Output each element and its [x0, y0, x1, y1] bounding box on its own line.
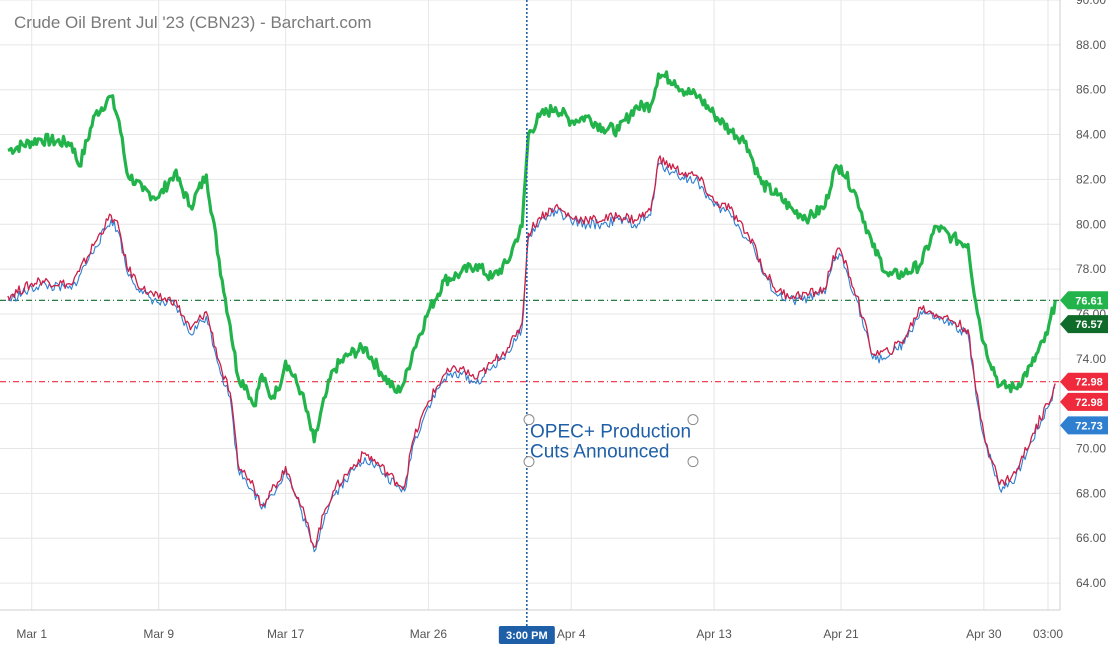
y-tick-label: 80.00: [1076, 217, 1106, 231]
price-tag-box: [1060, 416, 1108, 435]
price-tag-box: [1060, 315, 1108, 334]
x-tick-label: Apr 4: [557, 627, 586, 641]
price-tag: 72.98: [1060, 392, 1108, 411]
price-tag: 76.61: [1060, 291, 1108, 310]
y-tick-label: 90.00: [1076, 0, 1106, 7]
chart-title: Crude Oil Brent Jul '23 (CBN23) - Barcha…: [14, 13, 372, 32]
y-tick-label: 74.00: [1076, 352, 1106, 366]
price-tag: 72.98: [1060, 372, 1108, 391]
annotation-resize-handle[interactable]: [523, 414, 535, 426]
annotation-resize-handle[interactable]: [523, 456, 535, 468]
price-series-line: [7, 155, 1056, 548]
series-layer: [7, 70, 1057, 553]
cursor-time-label: 3:00 PM: [506, 630, 548, 642]
annotation-resize-handle[interactable]: [687, 414, 699, 426]
x-tick-label: 03:00: [1033, 627, 1063, 641]
x-tick-label: Mar 1: [16, 627, 47, 641]
price-series-line: [7, 70, 1057, 444]
y-tick-label: 86.00: [1076, 83, 1106, 97]
annotation-text: OPEC+ Production: [530, 422, 691, 443]
chart-grid: [0, 0, 1060, 610]
y-tick-label: 88.00: [1076, 38, 1106, 52]
crosshair-cursor[interactable]: 3:00 PM: [498, 0, 555, 644]
x-tick-label: Mar 26: [410, 627, 448, 641]
y-tick-label: 84.00: [1076, 128, 1106, 142]
y-tick-label: 70.00: [1076, 442, 1106, 456]
x-tick-label: Apr 30: [966, 627, 1002, 641]
y-tick-label: 78.00: [1076, 262, 1106, 276]
axis-frame: [0, 0, 1061, 611]
y-tick-label: 68.00: [1076, 486, 1106, 500]
annotation-resize-handle[interactable]: [687, 456, 699, 468]
price-tag: 72.73: [1060, 416, 1108, 435]
price-tag-label: 72.73: [1075, 420, 1103, 432]
reference-lines: [0, 299, 1060, 383]
x-tick-label: Mar 9: [143, 627, 174, 641]
price-tags: 76.61 76.57 72.98 72.98 72.73: [1060, 291, 1108, 435]
price-tag-box: [1060, 392, 1108, 411]
price-series-line: [7, 161, 1056, 553]
price-tag-label: 76.57: [1075, 319, 1103, 331]
price-tag-box: [1060, 291, 1108, 310]
price-tag-label: 76.61: [1075, 295, 1103, 307]
y-tick-label: 66.00: [1076, 531, 1106, 545]
annotation-text: Cuts Announced: [530, 442, 669, 463]
x-axis-ticks: Mar 1 Mar 9 Mar 17 Mar 26 Apr 13 Apr 21 Apr 30…: [16, 627, 1063, 641]
y-tick-label: 64.00: [1076, 576, 1106, 590]
y-tick-label: 82.00: [1076, 172, 1106, 186]
cursor-time-tag: [498, 626, 555, 644]
x-tick-label: Apr 13: [696, 627, 732, 641]
price-tag-label: 72.98: [1075, 397, 1103, 409]
price-tag: 76.57: [1060, 315, 1108, 334]
price-tag-box: [1060, 372, 1108, 391]
x-tick-label: Apr 21: [823, 627, 859, 641]
price-tag-label: 72.98: [1075, 377, 1103, 389]
x-tick-label: Mar 17: [267, 627, 305, 641]
